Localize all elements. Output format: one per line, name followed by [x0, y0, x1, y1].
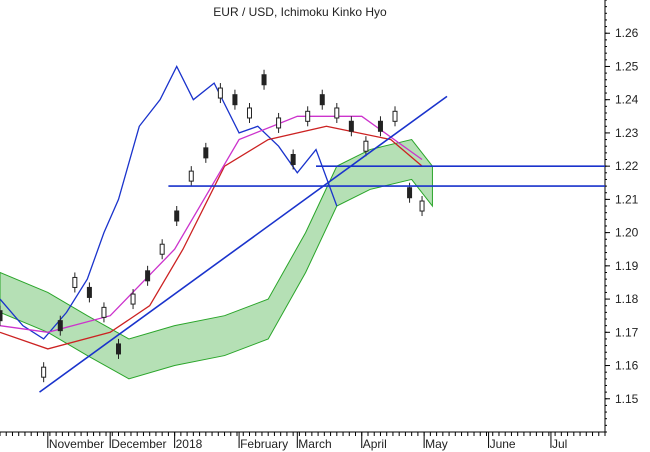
- candle-body: [72, 276, 78, 288]
- candle-body: [363, 140, 369, 152]
- candle-body: [232, 94, 238, 106]
- indicator-line: [0, 115, 423, 333]
- y-tick-label: 1.18: [615, 292, 639, 306]
- candle-body: [41, 366, 47, 378]
- candle-body: [246, 107, 252, 119]
- kumo-cloud: [0, 139, 433, 380]
- candle-body: [392, 110, 398, 122]
- candle-body: [101, 306, 107, 318]
- candle-body: [419, 200, 425, 212]
- y-tick-label: 1.26: [615, 26, 639, 40]
- kumo-area: [0, 139, 433, 380]
- candle-body: [145, 270, 151, 282]
- trendlines: [39, 95, 605, 393]
- candle-body: [188, 170, 194, 182]
- candle-body: [261, 74, 267, 86]
- y-tick-label: 1.16: [615, 359, 639, 373]
- candle-body: [377, 120, 383, 132]
- candle-body: [57, 320, 63, 332]
- candle-body: [319, 94, 325, 106]
- candle-body: [159, 243, 165, 255]
- candle-body: [334, 107, 340, 119]
- candle-body: [305, 110, 311, 122]
- x-tick-label: Jul: [552, 437, 567, 451]
- candle-body: [407, 187, 413, 199]
- y-tick-label: 1.25: [615, 59, 639, 73]
- y-tick-label: 1.22: [615, 159, 639, 173]
- candle-body: [290, 154, 296, 166]
- x-tick-label: 2018: [176, 437, 203, 451]
- candle-body: [174, 210, 180, 222]
- y-tick-label: 1.19: [615, 259, 639, 273]
- candle-body: [0, 310, 3, 322]
- trendline-uptrend: [39, 95, 448, 393]
- x-axis: November December 2018 February March April Ma…: [0, 432, 606, 451]
- x-tick-label: June: [490, 437, 516, 451]
- y-tick-label: 1.24: [615, 93, 639, 107]
- candle-body: [130, 293, 136, 305]
- x-tick-label: May: [425, 437, 448, 451]
- x-tick-label: February: [240, 437, 288, 451]
- y-tick-label: 1.23: [615, 126, 639, 140]
- candle-body: [217, 87, 223, 99]
- x-tick-label: March: [298, 437, 331, 451]
- indicator-line: [0, 125, 423, 350]
- candle-body: [203, 147, 209, 159]
- y-axis: 1.15 1.16 1.17 1.18 1.19 1.20 1.21 1.22 1.23 1.24…: [605, 0, 639, 433]
- candle-body: [86, 286, 92, 298]
- y-tick-label: 1.17: [615, 325, 639, 339]
- candle-body: [276, 117, 282, 129]
- candles: [0, 69, 425, 383]
- chart-title: EUR / USD, Ichimoku Kinko Hyo: [213, 5, 387, 19]
- candle-body: [348, 120, 354, 132]
- x-tick-label: December: [111, 437, 166, 451]
- x-tick-label: April: [363, 437, 387, 451]
- y-tick-label: 1.15: [615, 392, 639, 406]
- y-tick-label: 1.21: [615, 192, 639, 206]
- x-tick-label: November: [49, 437, 104, 451]
- y-tick-label: 1.20: [615, 226, 639, 240]
- candle-body: [116, 343, 122, 355]
- indicator-line: [0, 65, 338, 340]
